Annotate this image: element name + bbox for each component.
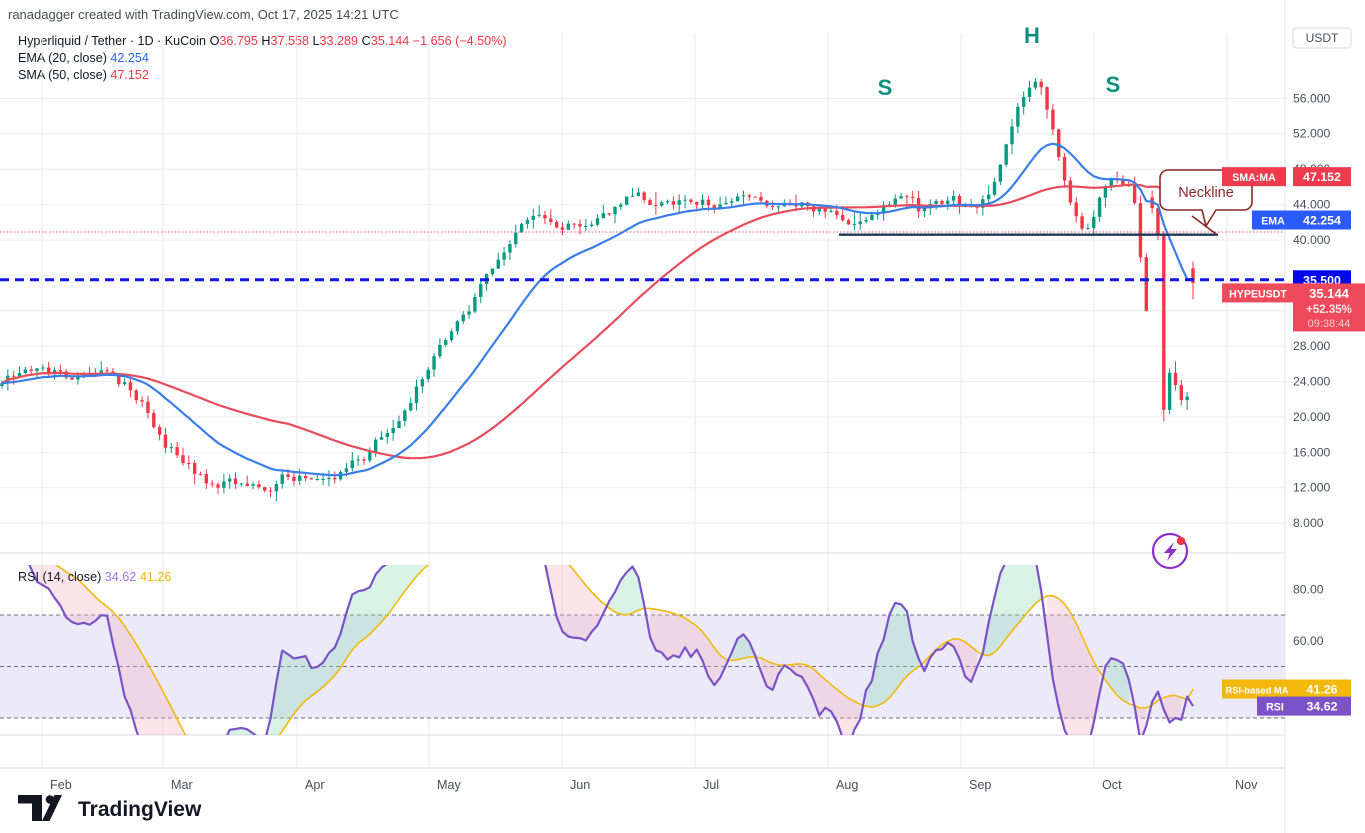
svg-text:09:38:44: 09:38:44 [1308, 318, 1351, 330]
svg-text:Oct: Oct [1102, 778, 1122, 792]
svg-text:35.144: 35.144 [1309, 286, 1350, 301]
svg-text:52.000: 52.000 [1293, 127, 1330, 141]
svg-text:41.26: 41.26 [1306, 683, 1337, 697]
svg-text:S: S [878, 75, 893, 100]
svg-text:Jul: Jul [703, 778, 719, 792]
svg-text:ranadagger created with Tradin: ranadagger created with TradingView.com,… [8, 7, 399, 22]
svg-text:Hyperliquid / Tether · 1D · Ku: Hyperliquid / Tether · 1D · KuCoin O36.7… [18, 34, 507, 48]
svg-text:44.000: 44.000 [1293, 198, 1330, 212]
svg-text:Aug: Aug [836, 778, 858, 792]
svg-text:60.00: 60.00 [1293, 634, 1324, 648]
svg-text:12.000: 12.000 [1293, 481, 1330, 495]
svg-text:SMA:MA: SMA:MA [1232, 172, 1276, 184]
svg-text:47.152: 47.152 [1303, 170, 1341, 184]
svg-text:SMA (50, close) 47.152: SMA (50, close) 47.152 [18, 68, 149, 82]
svg-text:16.000: 16.000 [1293, 445, 1330, 459]
svg-text:Nov: Nov [1235, 778, 1258, 792]
svg-text:+52.35%: +52.35% [1306, 304, 1352, 316]
svg-text:42.254: 42.254 [1303, 214, 1341, 228]
svg-text:Sep: Sep [969, 778, 991, 792]
svg-text:Apr: Apr [305, 778, 325, 792]
svg-text:S: S [1106, 72, 1121, 97]
svg-text:28.000: 28.000 [1293, 339, 1330, 353]
svg-text:USDT: USDT [1306, 31, 1339, 45]
svg-text:H: H [1024, 23, 1040, 48]
svg-text:EMA (20, close) 42.254: EMA (20, close) 42.254 [18, 51, 149, 65]
svg-text:RSI: RSI [1266, 702, 1284, 714]
svg-text:80.00: 80.00 [1293, 582, 1324, 596]
svg-text:RSI (14, close) 34.62 41.26: RSI (14, close) 34.62 41.26 [18, 570, 171, 584]
svg-text:40.000: 40.000 [1293, 233, 1330, 247]
svg-text:24.000: 24.000 [1293, 375, 1330, 389]
svg-text:EMA: EMA [1261, 216, 1285, 228]
svg-text:56.000: 56.000 [1293, 91, 1330, 105]
svg-text:20.000: 20.000 [1293, 410, 1330, 424]
svg-text:HYPEUSDT: HYPEUSDT [1229, 288, 1287, 300]
svg-text:Neckline: Neckline [1178, 185, 1234, 201]
svg-text:May: May [437, 778, 461, 792]
svg-text:Mar: Mar [171, 778, 193, 792]
svg-text:34.62: 34.62 [1306, 700, 1337, 714]
svg-text:Feb: Feb [50, 778, 72, 792]
svg-text:8.000: 8.000 [1293, 516, 1324, 530]
svg-text:Jun: Jun [570, 778, 590, 792]
svg-text:TradingView: TradingView [78, 798, 202, 821]
svg-text:RSI-based MA: RSI-based MA [1225, 685, 1288, 696]
